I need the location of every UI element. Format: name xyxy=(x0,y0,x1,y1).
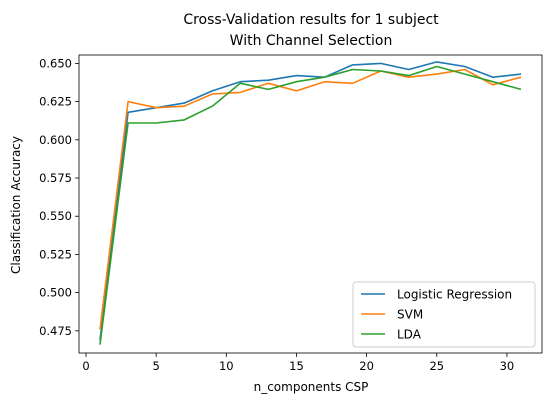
axes-frame xyxy=(78,54,543,354)
series-line-1 xyxy=(99,68,522,330)
x-tick-label: 20 xyxy=(359,359,374,373)
legend-label-1: SVM xyxy=(397,308,423,322)
x-tick-label: 30 xyxy=(500,359,515,373)
y-tick-label: 0.625 xyxy=(39,95,72,109)
legend: Logistic Regression SVM LDA xyxy=(352,281,536,348)
legend-label-0: Logistic Regression xyxy=(397,288,512,302)
y-tick-label: 0.475 xyxy=(39,324,72,338)
chart-title-line-1: Cross-Validation results for 1 subject xyxy=(183,12,439,28)
y-tick-label: 0.650 xyxy=(39,56,72,70)
y-tick-label: 0.525 xyxy=(39,247,72,261)
x-tick-label: 25 xyxy=(429,359,444,373)
series-line-0 xyxy=(99,61,522,341)
x-axis-label: n_components CSP xyxy=(254,380,369,394)
plot-area: 0 5 10 15 20 25 30 0.475 0.500 0.525 0.550 0.575 0.6… xyxy=(39,54,543,373)
chart-title-line-2: With Channel Selection xyxy=(230,33,393,49)
legend-box xyxy=(352,281,536,348)
y-tick-label: 0.575 xyxy=(39,171,72,185)
y-axis-label: Classification Accuracy xyxy=(9,136,23,274)
y-tick-label: 0.500 xyxy=(39,286,72,300)
series-line-2 xyxy=(99,65,522,345)
y-tick-label: 0.550 xyxy=(39,209,72,223)
x-tick-label: 5 xyxy=(153,359,160,373)
x-tick-label: 0 xyxy=(82,359,89,373)
y-tick-label: 0.600 xyxy=(39,133,72,147)
x-tick-label: 15 xyxy=(289,359,304,373)
x-tick-label: 10 xyxy=(219,359,234,373)
legend-label-2: LDA xyxy=(397,328,422,342)
